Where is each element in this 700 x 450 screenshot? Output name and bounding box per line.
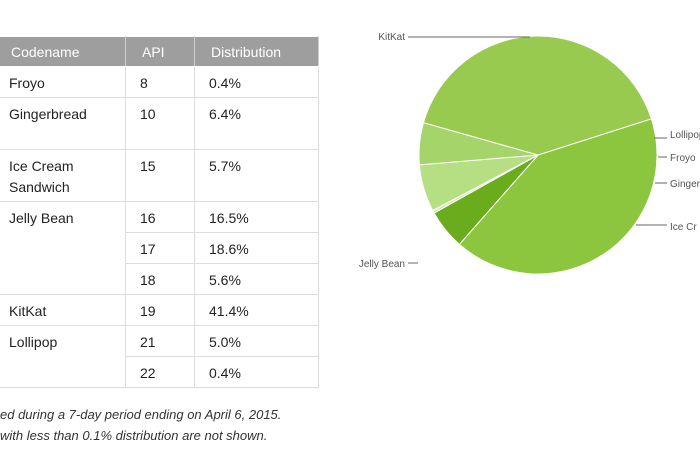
api-cell: 22 xyxy=(125,356,195,388)
codename-cell: Lollipop xyxy=(0,325,126,388)
pie-label: KitKat xyxy=(378,32,405,43)
api-cell: 8 xyxy=(125,66,195,98)
pie-label: Ice Cr xyxy=(670,222,697,233)
header-distribution: Distribution xyxy=(194,36,319,67)
pie-label: Lollipop xyxy=(670,130,700,141)
distribution-cell: 0.4% xyxy=(194,356,319,388)
codename-cell: Jelly Bean xyxy=(0,201,126,295)
pie-slices xyxy=(418,35,658,275)
footnote-line: with less than 0.1% distribution are not… xyxy=(0,428,268,443)
api-cell: 19 xyxy=(125,294,195,326)
pie-label: Froyo xyxy=(670,153,696,164)
pie-label: Ginger xyxy=(670,179,700,190)
table-row: 17 18.6% xyxy=(0,232,319,264)
table-row: KitKat 19 41.4% xyxy=(0,294,319,326)
table-row: 22 0.4% xyxy=(0,356,319,388)
distribution-cell: 5.7% xyxy=(194,149,319,202)
footnote: ed during a 7-day period ending on April… xyxy=(0,404,281,446)
footnote-line: ed during a 7-day period ending on April… xyxy=(0,407,282,422)
pie-label: Jelly Bean xyxy=(359,259,405,270)
table-row: Ice Cream Sandwich 15 5.7% xyxy=(0,149,319,202)
distribution-table: Codename API Distribution Froyo 8 0.4% G… xyxy=(0,36,319,388)
distribution-cell: 16.5% xyxy=(194,201,319,233)
distribution-cell: 5.6% xyxy=(194,263,319,295)
codename-cell: Gingerbread xyxy=(0,97,126,150)
pie-slice-jelly-bean xyxy=(422,35,652,156)
distribution-cell: 18.6% xyxy=(194,232,319,264)
distribution-cell: 5.0% xyxy=(194,325,319,357)
table-row: Jelly Bean 16 16.5% xyxy=(0,201,319,295)
distribution-cell: 41.4% xyxy=(194,294,319,326)
header-codename: Codename xyxy=(0,36,126,67)
pie-slice-kitkat xyxy=(458,118,658,275)
table-row: 18 5.6% xyxy=(0,263,319,295)
codename-cell: KitKat xyxy=(0,294,126,326)
pie-labels: KitKat Lollipop Froyo Ginger Ice Cr Jelly Bea… xyxy=(359,32,700,270)
codename-cell: Froyo xyxy=(0,66,126,98)
table-row: Gingerbread 10 6.4% xyxy=(0,97,319,150)
codename-cell: Ice Cream Sandwich xyxy=(0,149,126,202)
distribution-cell: 6.4% xyxy=(194,97,319,150)
table-row: Lollipop 21 5.0% xyxy=(0,325,319,388)
api-cell: 17 xyxy=(125,232,195,264)
